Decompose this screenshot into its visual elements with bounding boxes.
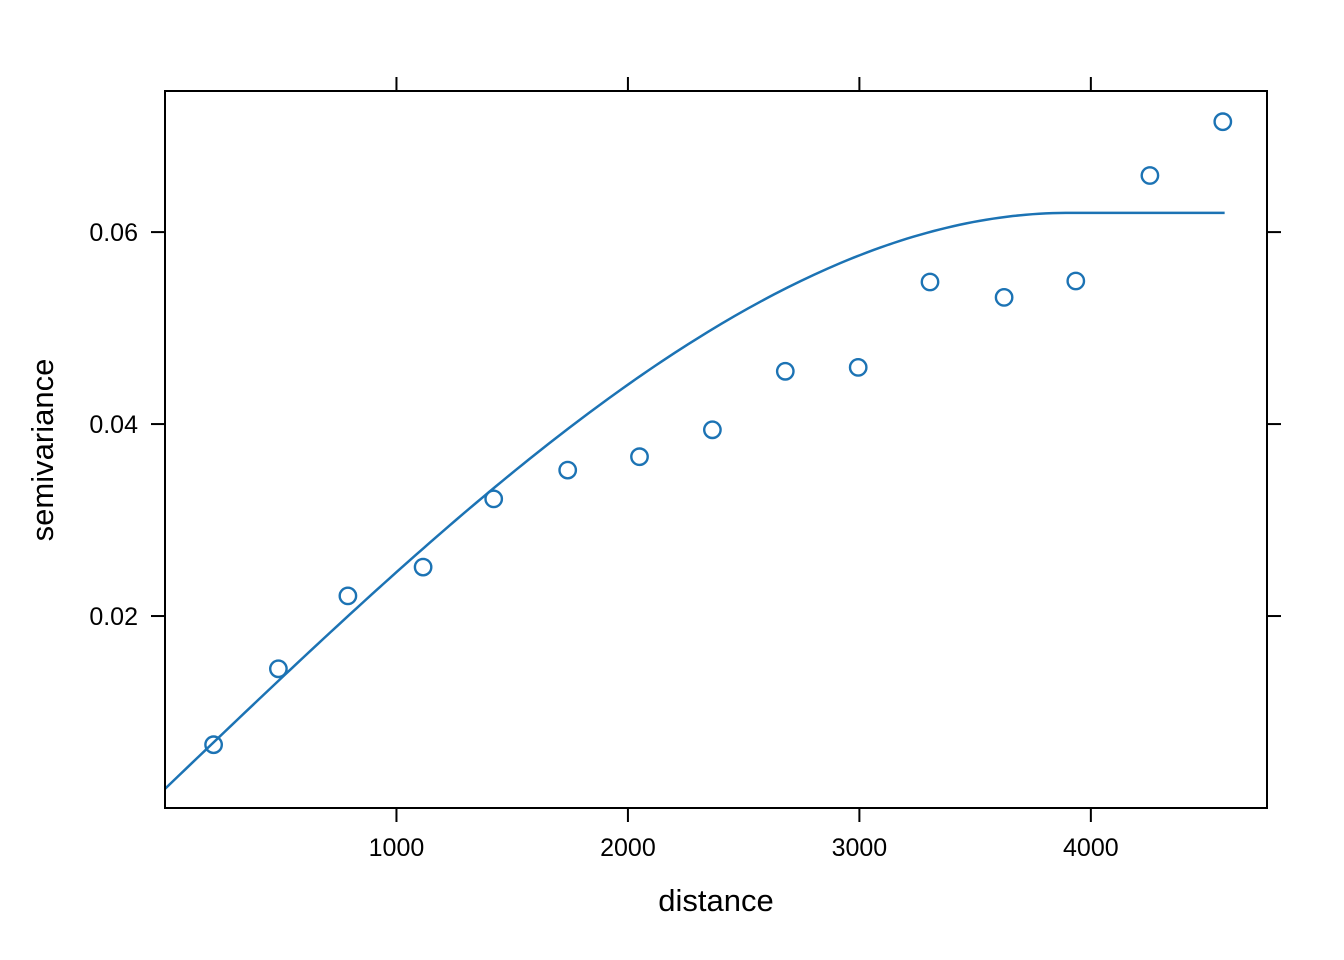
data-point (920, 272, 940, 292)
plot-frame (164, 90, 1268, 809)
data-point (338, 586, 358, 606)
data-point (630, 447, 649, 467)
data-point (703, 420, 722, 440)
data-point (484, 489, 504, 509)
data-point (1066, 271, 1086, 291)
data-point (994, 287, 1014, 307)
x-tick-label: 3000 (832, 834, 888, 862)
data-point (558, 460, 578, 480)
data-point (848, 357, 868, 377)
y-tick-label: 0.02 (89, 603, 138, 631)
data-point (413, 557, 433, 577)
data-point (775, 361, 795, 381)
fitted-line (164, 211, 1225, 790)
data-point (268, 659, 288, 679)
data-point (1140, 166, 1160, 185)
y-tick-label: 0.04 (89, 411, 138, 439)
x-tick-label: 1000 (369, 834, 425, 862)
x-tick-label: 4000 (1063, 834, 1119, 862)
data-point (204, 735, 224, 755)
x-axis-title: distance (658, 883, 774, 918)
x-tick-label: 2000 (600, 834, 656, 862)
y-tick-label: 0.06 (89, 219, 138, 247)
data-point (1213, 112, 1233, 132)
y-axis-title: semivariance (25, 358, 60, 542)
